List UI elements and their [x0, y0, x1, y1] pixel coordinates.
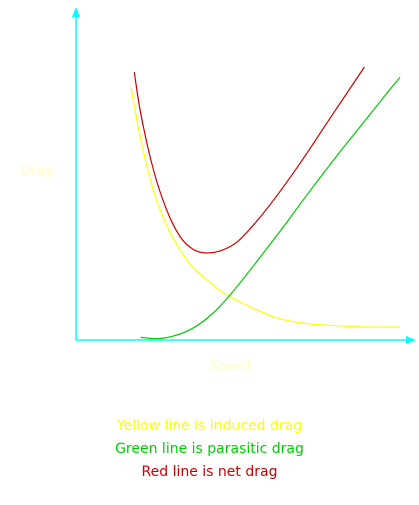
caption-net: Red line is net drag [141, 464, 278, 480]
series-line-1 [140, 77, 401, 340]
series-line-0 [130, 87, 401, 328]
y-axis-label: Drag [21, 164, 53, 179]
x-axis-label: Speed [210, 359, 251, 374]
series-layer [130, 66, 401, 340]
axes-layer [72, 7, 416, 344]
x-axis-arrow [406, 336, 416, 344]
caption-parasitic: Green line is parasitic drag [115, 441, 304, 457]
y-axis-arrow [72, 7, 80, 17]
series-line-2 [133, 66, 365, 254]
caption-induced: Yellow line is induced drag [116, 418, 303, 434]
